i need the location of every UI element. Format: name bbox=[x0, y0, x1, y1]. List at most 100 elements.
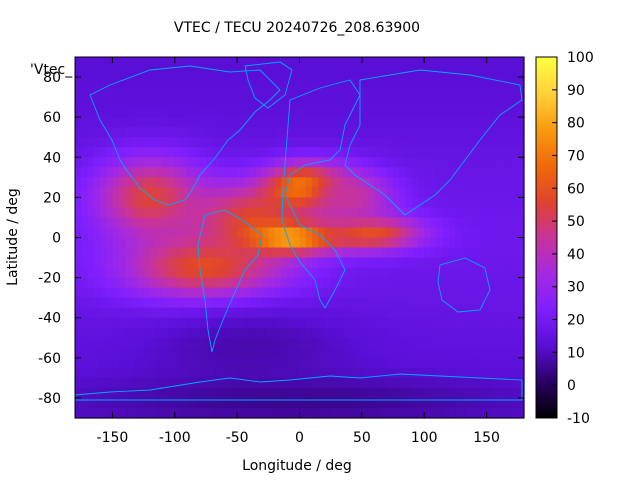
heat-cell bbox=[511, 157, 519, 168]
heat-cell bbox=[355, 177, 363, 188]
heat-cell bbox=[75, 347, 82, 359]
y-tick-label: 80 bbox=[43, 70, 61, 86]
heat-cell bbox=[343, 167, 350, 178]
heat-cell bbox=[168, 307, 176, 319]
heat-cell bbox=[280, 307, 288, 319]
heat-cell bbox=[336, 217, 344, 229]
heat-cell bbox=[106, 207, 114, 219]
heat-cell bbox=[156, 157, 163, 168]
heat-cell bbox=[417, 377, 425, 389]
heat-cell bbox=[517, 127, 525, 138]
heat-cell bbox=[405, 317, 413, 329]
heat-cell bbox=[486, 227, 494, 239]
heat-cell bbox=[118, 297, 126, 309]
heat-cell bbox=[455, 167, 463, 178]
heat-cell bbox=[386, 107, 394, 118]
heat-cell bbox=[156, 337, 163, 349]
heat-cell bbox=[374, 207, 382, 219]
heat-cell bbox=[499, 267, 506, 279]
heat-cell bbox=[287, 137, 294, 148]
heat-cell bbox=[268, 187, 276, 198]
heat-cell bbox=[143, 347, 151, 359]
heat-cell bbox=[212, 407, 220, 419]
heat-cell bbox=[249, 407, 257, 419]
heat-cell bbox=[293, 277, 301, 289]
heat-cell bbox=[492, 367, 500, 379]
heat-cell bbox=[168, 87, 176, 98]
heat-cell bbox=[449, 357, 457, 369]
heat-cell bbox=[368, 367, 375, 379]
heat-cell bbox=[461, 177, 469, 188]
heat-cell bbox=[480, 237, 488, 249]
heat-cell bbox=[318, 157, 326, 168]
heat-cell bbox=[87, 77, 95, 88]
heat-cell bbox=[455, 267, 463, 279]
heat-cell bbox=[380, 107, 388, 118]
heat-cell bbox=[405, 277, 413, 289]
heat-cell bbox=[324, 377, 332, 389]
heat-cell bbox=[293, 107, 301, 118]
heat-cell bbox=[299, 357, 307, 369]
heat-cell bbox=[505, 117, 513, 128]
heat-cell bbox=[174, 367, 182, 379]
heat-cell bbox=[87, 187, 95, 198]
heat-cell bbox=[268, 207, 276, 219]
heat-cell bbox=[399, 357, 407, 369]
heat-cell bbox=[75, 167, 82, 178]
coast-asia bbox=[344, 69, 523, 216]
heat-cell bbox=[430, 387, 438, 399]
heat-cell bbox=[205, 167, 213, 178]
heat-cell bbox=[368, 197, 375, 209]
heat-cell bbox=[218, 117, 226, 128]
heat-cell bbox=[517, 267, 525, 279]
heat-cell bbox=[449, 237, 457, 249]
heat-cell bbox=[287, 337, 294, 349]
heat-cell bbox=[193, 127, 201, 138]
heat-cell bbox=[467, 257, 475, 269]
heat-cell bbox=[199, 167, 207, 178]
heat-cell bbox=[424, 177, 432, 188]
heat-cell bbox=[149, 347, 157, 359]
heat-cell bbox=[492, 387, 500, 399]
heat-cell bbox=[311, 307, 319, 319]
heat-cell bbox=[243, 317, 251, 329]
heat-cell bbox=[417, 107, 425, 118]
heat-cell bbox=[517, 377, 525, 389]
heat-cell bbox=[87, 337, 95, 349]
heat-cell bbox=[212, 247, 220, 259]
heat-cell bbox=[224, 77, 232, 88]
heat-cell bbox=[137, 167, 145, 178]
heat-cell bbox=[118, 87, 126, 98]
heat-cell bbox=[368, 407, 375, 419]
heat-cell bbox=[442, 377, 450, 389]
heat-cell bbox=[106, 227, 114, 239]
heat-cell bbox=[249, 127, 257, 138]
heat-cell bbox=[162, 297, 170, 309]
heat-cell bbox=[118, 287, 126, 299]
heat-cell bbox=[224, 387, 232, 399]
heat-cell bbox=[349, 337, 357, 349]
heat-cell bbox=[436, 117, 444, 128]
heat-cell bbox=[87, 267, 95, 279]
heat-cell bbox=[243, 207, 251, 219]
heat-cell bbox=[424, 127, 432, 138]
heat-cell bbox=[480, 337, 488, 349]
heat-cell bbox=[255, 337, 263, 349]
heat-cell bbox=[455, 87, 463, 98]
heat-cell bbox=[87, 367, 95, 379]
heat-cell bbox=[143, 377, 151, 389]
heat-cell bbox=[99, 67, 107, 78]
heat-cell bbox=[336, 107, 344, 118]
heat-cell bbox=[280, 107, 288, 118]
heat-cell bbox=[137, 407, 145, 419]
heat-cell bbox=[224, 67, 232, 78]
heat-cell bbox=[287, 347, 294, 359]
heat-cell bbox=[143, 87, 151, 98]
heat-cell bbox=[430, 217, 438, 229]
heat-cell bbox=[492, 67, 500, 78]
heat-cell bbox=[280, 127, 288, 138]
heat-cell bbox=[106, 147, 114, 158]
heat-cell bbox=[436, 127, 444, 138]
heat-cell bbox=[380, 137, 388, 148]
heat-cell bbox=[112, 277, 120, 289]
